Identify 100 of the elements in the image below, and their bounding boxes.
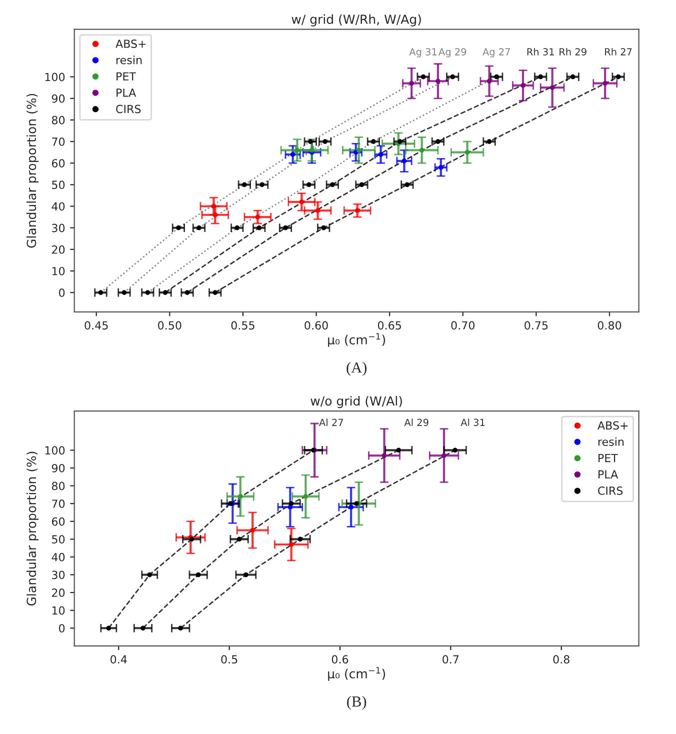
point — [452, 448, 458, 453]
point — [450, 74, 456, 80]
point — [404, 182, 410, 188]
legend-label: PLA — [116, 88, 136, 97]
point — [140, 626, 146, 631]
point — [570, 74, 576, 80]
legend-label: CIRS — [598, 486, 623, 495]
point — [288, 501, 294, 506]
point — [106, 626, 112, 631]
y-tick-label: 50 — [52, 180, 65, 190]
y-tick-label: 20 — [52, 245, 65, 254]
text: Ag 31 — [409, 48, 437, 58]
x-tick-label: 0.50 — [158, 321, 182, 330]
point — [438, 165, 444, 170]
point — [162, 290, 168, 295]
point — [234, 225, 240, 230]
x-tick-label: 0.75 — [524, 321, 548, 330]
point — [299, 200, 304, 204]
legend-label: CIRS — [116, 104, 141, 114]
y-tick-label: 100 — [45, 446, 65, 455]
y-tick-label: 70 — [52, 138, 65, 146]
point — [419, 148, 424, 153]
point — [616, 74, 621, 80]
y-tick-label: 30 — [52, 224, 65, 232]
point — [359, 182, 364, 188]
x-tick-label: 0.70 — [451, 321, 475, 330]
point — [354, 501, 359, 506]
point — [382, 453, 387, 458]
point — [122, 290, 127, 295]
text: Rh 31 — [527, 48, 554, 56]
point — [442, 453, 446, 458]
text: Rh 27 — [605, 48, 632, 56]
point — [255, 214, 260, 220]
line-series — [142, 449, 400, 629]
point — [371, 139, 376, 144]
y-tick-label: 0 — [58, 624, 65, 633]
point — [283, 225, 288, 230]
point — [236, 536, 242, 542]
point — [294, 148, 300, 153]
point — [354, 208, 360, 213]
point — [402, 158, 407, 164]
point — [176, 225, 181, 230]
x-tick-label: 0.55 — [231, 321, 254, 330]
y-tick-label: 10 — [52, 266, 65, 276]
legend-label: PET — [116, 72, 136, 80]
chart-title: w/ grid (W/Rh, W/Ag) — [292, 14, 421, 26]
x-axis-title: μ₀ (cm$^{−1}$) — [328, 667, 386, 681]
point — [184, 290, 190, 295]
point — [196, 572, 201, 578]
y-tick-label: 60 — [52, 159, 65, 168]
point — [308, 139, 313, 144]
text: (A) — [346, 362, 367, 376]
y-tick-label: 20 — [52, 588, 65, 597]
point — [212, 212, 218, 218]
y-tick-label: 50 — [52, 535, 65, 544]
point — [397, 139, 402, 144]
x-tick-label: 0.45 — [84, 321, 108, 330]
text: Ag 29 — [438, 48, 466, 58]
point — [303, 494, 308, 499]
point — [228, 501, 233, 506]
point — [486, 78, 492, 84]
point — [196, 225, 202, 230]
point — [321, 225, 326, 230]
point — [288, 542, 294, 547]
y-tick-label: 0 — [58, 288, 65, 297]
text: (B) — [347, 696, 366, 710]
point — [242, 182, 247, 188]
point — [356, 148, 362, 153]
text: Rh 29 — [560, 48, 586, 56]
y-tick-label: 90 — [52, 94, 65, 103]
point — [486, 139, 492, 144]
point — [315, 208, 320, 213]
y-tick-label: 70 — [52, 500, 65, 508]
y-tick-label: 80 — [52, 116, 65, 124]
x-tick-label: 0.7 — [442, 655, 459, 664]
legend-label: PLA — [598, 470, 618, 478]
text: Al 29 — [404, 418, 428, 426]
point — [464, 150, 470, 155]
y-axis-title: Glandular proportion (%) — [26, 94, 39, 248]
point — [238, 494, 243, 499]
y-tick-label: 40 — [52, 202, 65, 211]
point — [306, 182, 312, 188]
point — [396, 448, 402, 453]
y-tick-label: 60 — [52, 517, 65, 526]
point — [290, 152, 296, 157]
y-tick-label: 80 — [52, 482, 65, 490]
point — [147, 572, 152, 578]
point — [602, 80, 608, 86]
point — [260, 182, 264, 188]
point — [409, 80, 414, 86]
point — [378, 152, 384, 157]
text: Al 31 — [460, 418, 485, 426]
legend-label: ABS+ — [116, 40, 146, 48]
point — [145, 290, 150, 295]
point — [244, 572, 248, 578]
chart-title: w/o grid (W/Al) — [310, 396, 402, 408]
x-axis-title: μ₀ (cm$^{−1}$) — [328, 333, 386, 347]
point — [330, 182, 335, 188]
point — [538, 74, 543, 80]
x-tick-label: 0.80 — [598, 321, 622, 330]
